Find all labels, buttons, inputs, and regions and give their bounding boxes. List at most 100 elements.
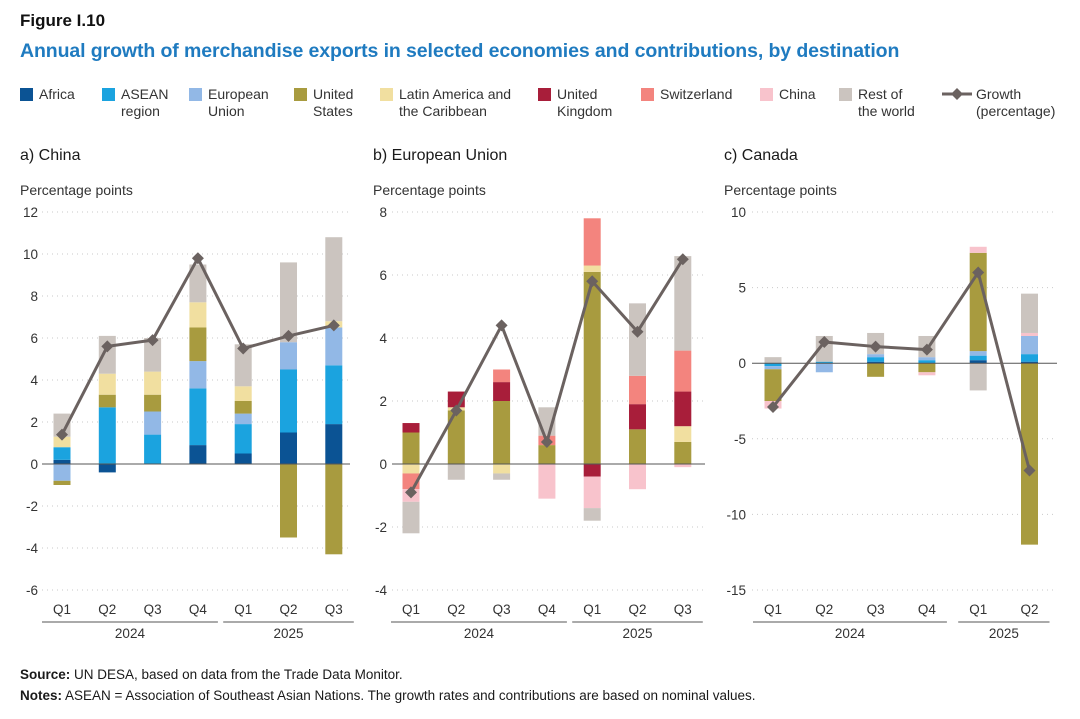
x-tick-label: Q4	[189, 602, 208, 617]
bar-segment-latam	[98, 373, 116, 395]
legend-swatch-row	[839, 88, 852, 101]
y-tick-label: 12	[23, 205, 38, 220]
y-tick-label: 5	[738, 281, 746, 296]
y-tick-label: 0	[738, 356, 746, 371]
y-axis-label: Percentage points	[724, 182, 837, 198]
x-tick-label: Q3	[493, 602, 511, 617]
year-label: 2025	[989, 626, 1019, 641]
growth-marker	[146, 334, 159, 347]
x-tick-label: Q3	[325, 602, 343, 617]
legend-item-eu: European Union	[189, 86, 269, 120]
bar-segment-latam	[53, 436, 71, 448]
y-tick-label: -2	[26, 499, 38, 514]
bar-segment-switzerland	[583, 218, 601, 266]
bar-segment-eu	[867, 354, 885, 358]
growth-line-icon	[942, 88, 972, 100]
y-axis-label: Percentage points	[20, 182, 133, 198]
bar-segment-asean	[815, 361, 833, 364]
x-tick-label: Q3	[674, 602, 692, 617]
bar-segment-us	[764, 369, 782, 401]
legend-label-asean: ASEAN region	[121, 86, 169, 119]
bar-segment-switzerland	[629, 375, 646, 405]
bar-segment-us	[402, 432, 420, 464]
bar-segment-eu	[764, 366, 782, 370]
x-tick-label: Q2	[279, 602, 297, 617]
legend-swatch-eu	[189, 88, 202, 101]
bar-segment-us	[674, 441, 692, 464]
x-tick-label: Q1	[234, 602, 252, 617]
legend-item-us: United States	[294, 86, 353, 120]
growth-marker	[676, 253, 689, 266]
notes-label: Notes:	[20, 688, 63, 703]
x-tick-label: Q1	[764, 602, 782, 617]
chart-panel-eu: b) European Union Percentage points -4 -2 0 2…	[373, 147, 705, 641]
bar-segment-asean	[1021, 354, 1038, 362]
chart-panel-china: a) China Percentage points -6 -4 -2 0 2 4 6 8 10 12…	[20, 147, 354, 641]
y-tick-label: 4	[379, 331, 387, 346]
bar-segment-asean	[234, 424, 252, 454]
legend-label-china: China	[779, 86, 816, 102]
y-tick-label: 10	[731, 205, 746, 220]
legend-label-latam: Latin America and the Caribbean	[399, 86, 512, 119]
bar-segment-us	[538, 445, 556, 464]
legend-label-growth: Growth (percentage)	[976, 86, 1056, 119]
bar-segment-eu	[280, 342, 297, 370]
bar-segment-row	[144, 338, 162, 372]
legend-label-uk: United Kingdom	[557, 86, 613, 119]
growth-marker	[495, 319, 508, 332]
legend-item-china: China	[760, 86, 816, 103]
bar-segment-row	[493, 473, 511, 480]
bar-segment-eu	[918, 357, 936, 361]
x-tick-label: Q2	[1020, 602, 1038, 617]
bar-segment-latam	[493, 464, 511, 474]
legend-item-row: Rest of the world	[839, 86, 915, 120]
y-tick-label: -4	[375, 583, 387, 598]
growth-marker	[405, 486, 417, 499]
y-tick-label: -15	[726, 583, 746, 598]
bar-segment-eu	[969, 351, 987, 356]
bar-segment-eu	[815, 363, 833, 373]
y-tick-label: -4	[26, 541, 38, 556]
bar-segment-row	[325, 237, 343, 322]
y-tick-label: 8	[30, 289, 38, 304]
panel-title: a) China	[20, 147, 81, 164]
bar-segment-us	[493, 401, 511, 464]
x-tick-label: Q1	[969, 602, 987, 617]
year-label: 2024	[115, 626, 146, 641]
growth-marker	[450, 404, 463, 417]
y-tick-label: 6	[30, 331, 38, 346]
legend-item-asean: ASEAN region	[102, 86, 168, 120]
year-label: 2025	[273, 626, 303, 641]
x-tick-label: Q1	[583, 602, 601, 617]
bar-segment-us	[447, 410, 465, 464]
bar-segment-us	[280, 464, 297, 538]
bar-segment-china	[583, 476, 601, 509]
bar-segment-eu	[144, 411, 162, 435]
y-tick-label: 10	[23, 247, 38, 262]
legend-label-switzerland: Switzerland	[660, 86, 733, 102]
bar-segment-us	[918, 363, 936, 373]
legend-item-switzerland: Switzerland	[641, 86, 732, 103]
bar-segment-china	[674, 464, 692, 468]
y-axis-label: Percentage points	[373, 182, 486, 198]
bar-segment-uk	[674, 391, 692, 427]
growth-marker	[191, 252, 204, 265]
chart-panel-canada: c) Canada Percentage points -15 -10 -5 0 5 10 Q1…	[724, 147, 1057, 641]
legend-swatch-switzerland	[641, 88, 654, 101]
source-line: Source: UN DESA, based on data from the …	[20, 664, 756, 685]
bar-segment-row	[280, 262, 297, 343]
bar-segment-china	[969, 246, 987, 253]
growth-marker	[767, 401, 779, 414]
x-tick-label: Q2	[98, 602, 116, 617]
bar-segment-asean	[280, 369, 297, 433]
bar-segment-latam	[583, 265, 601, 272]
bar-segment-eu	[189, 361, 207, 389]
bar-segment-africa	[98, 464, 116, 473]
x-tick-label: Q4	[538, 602, 557, 617]
growth-marker	[237, 342, 250, 355]
bar-segment-asean	[969, 355, 987, 361]
y-tick-label: 0	[30, 457, 38, 472]
bar-segment-row	[583, 508, 601, 521]
bar-segment-africa	[280, 432, 297, 464]
